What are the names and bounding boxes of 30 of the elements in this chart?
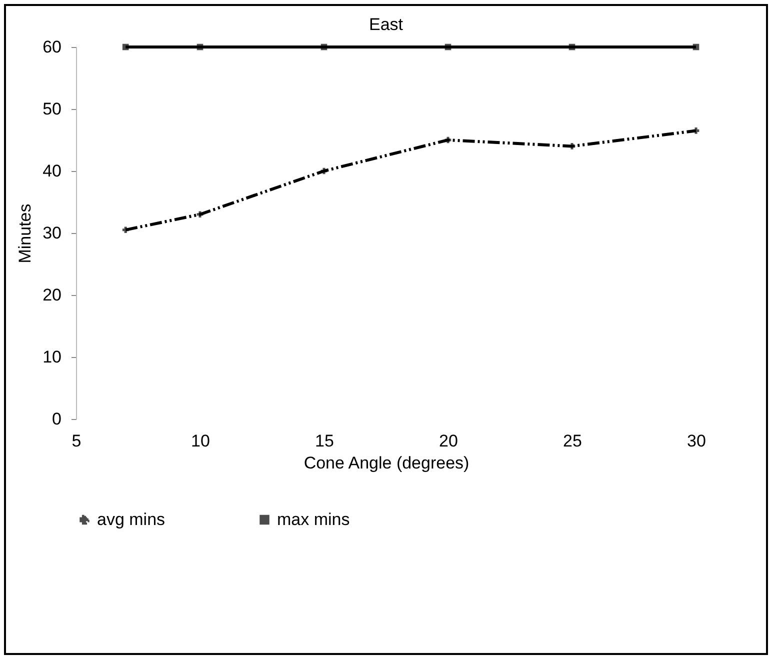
x-tick-label: 20 — [439, 432, 458, 450]
point — [122, 226, 129, 234]
y-tick-label: 0 — [52, 410, 62, 428]
x-axis-title: Cone Angle (degrees) — [304, 454, 470, 472]
x-tick-label: 25 — [563, 432, 582, 450]
point — [692, 44, 700, 50]
point — [444, 44, 452, 50]
point — [122, 44, 129, 50]
legend-label: avg mins — [97, 510, 166, 529]
point — [568, 44, 576, 50]
point — [568, 143, 576, 150]
y-tick-label: 60 — [42, 38, 62, 56]
y-axis-title: Minutes — [16, 204, 35, 264]
point — [196, 211, 204, 218]
chart-title: East — [368, 15, 404, 34]
x-tick-label: 10 — [191, 432, 210, 450]
y-tick-label: 30 — [42, 224, 62, 242]
x-tick-label: 5 — [72, 432, 82, 450]
x-tick-label: 30 — [687, 432, 706, 450]
point — [444, 136, 452, 144]
y-tick-label: 20 — [42, 286, 62, 304]
point — [692, 128, 700, 134]
point — [196, 44, 204, 50]
y-tick-label: 40 — [42, 162, 62, 180]
x-tick-label: 15 — [315, 432, 334, 450]
y-tick-label: 50 — [42, 100, 62, 118]
point — [320, 168, 328, 174]
y-tick-label: 10 — [42, 348, 62, 366]
legend-label: max mins — [277, 510, 350, 529]
point — [320, 44, 328, 50]
